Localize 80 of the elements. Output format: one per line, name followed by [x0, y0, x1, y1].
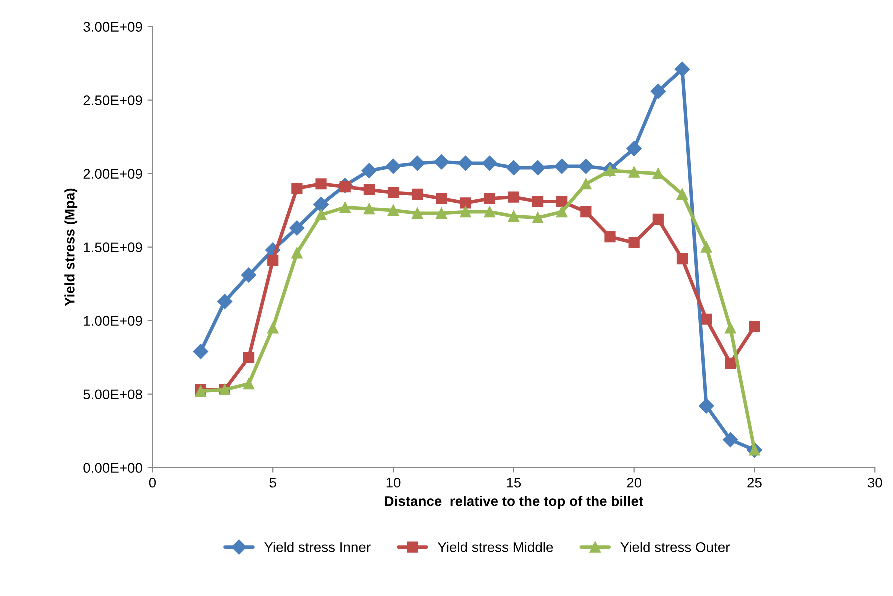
y-tick-label: 3.00E+09	[84, 22, 142, 32]
point	[364, 184, 375, 196]
y-tick-label: 2.50E+09	[84, 96, 142, 106]
x-tick-label: 15	[507, 478, 522, 488]
point	[316, 178, 327, 190]
point	[292, 182, 303, 194]
x-tick-label: 30	[868, 478, 882, 488]
point	[725, 322, 736, 334]
point	[604, 231, 616, 243]
point	[268, 255, 279, 266]
point	[386, 158, 402, 174]
point	[506, 160, 522, 176]
legend-label: Yield stress Middle	[438, 542, 554, 552]
point	[628, 237, 640, 248]
point	[580, 178, 592, 190]
x-axis-title: Distance relative to the top of the billet	[385, 496, 644, 510]
point	[723, 432, 738, 448]
x-tick-label: 5	[270, 478, 276, 488]
point	[749, 321, 760, 332]
point	[699, 398, 714, 414]
point	[460, 206, 472, 218]
point	[316, 209, 327, 221]
point	[388, 205, 400, 216]
point	[436, 193, 448, 204]
point	[628, 166, 640, 178]
point	[652, 214, 664, 225]
point	[314, 197, 329, 212]
point	[482, 156, 498, 172]
y-tick-label: 1.00E+09	[84, 316, 142, 326]
point	[626, 141, 642, 156]
point	[674, 62, 690, 78]
point	[292, 248, 303, 259]
point	[364, 204, 375, 215]
point	[243, 352, 255, 364]
point	[508, 192, 520, 203]
point	[532, 212, 544, 224]
point	[362, 163, 378, 178]
point	[434, 154, 450, 170]
point	[701, 242, 712, 253]
point	[484, 193, 496, 204]
y-tick-label: 5.00E+08	[84, 390, 142, 400]
point	[290, 220, 305, 236]
x-tick-label: 20	[627, 478, 642, 488]
point	[193, 344, 208, 360]
point	[580, 206, 592, 218]
point	[676, 254, 688, 265]
y-tick-label: 1.50E+09	[84, 242, 142, 253]
point	[460, 198, 472, 209]
y-tick-label: 0.00E+00	[84, 463, 142, 474]
point	[243, 378, 255, 390]
point	[412, 208, 424, 220]
point	[484, 206, 496, 218]
y-axis-title: Yield stress (Mpa)	[64, 188, 78, 306]
point	[532, 196, 544, 208]
point	[554, 158, 570, 174]
point	[340, 202, 351, 214]
point	[217, 294, 233, 310]
x-tick-label: 10	[386, 478, 401, 488]
x-tick-label: 0	[149, 478, 156, 488]
point	[508, 210, 520, 222]
point	[241, 268, 257, 283]
point	[650, 84, 666, 100]
point	[556, 206, 568, 218]
point	[556, 196, 568, 208]
legend-label: Yield stress Outer	[620, 542, 730, 552]
point	[725, 358, 736, 370]
point	[458, 156, 474, 172]
x-tick-label: 25	[748, 478, 762, 488]
point	[701, 314, 712, 325]
legend-label: Yield stress Inner	[264, 542, 371, 552]
point	[578, 158, 594, 174]
point	[652, 168, 664, 180]
point	[388, 187, 400, 198]
point	[436, 208, 448, 220]
point	[676, 188, 688, 200]
point	[412, 188, 424, 200]
point	[530, 160, 546, 176]
point	[268, 322, 279, 334]
y-tick-label: 2.00E+09	[84, 169, 142, 180]
point	[410, 156, 426, 172]
